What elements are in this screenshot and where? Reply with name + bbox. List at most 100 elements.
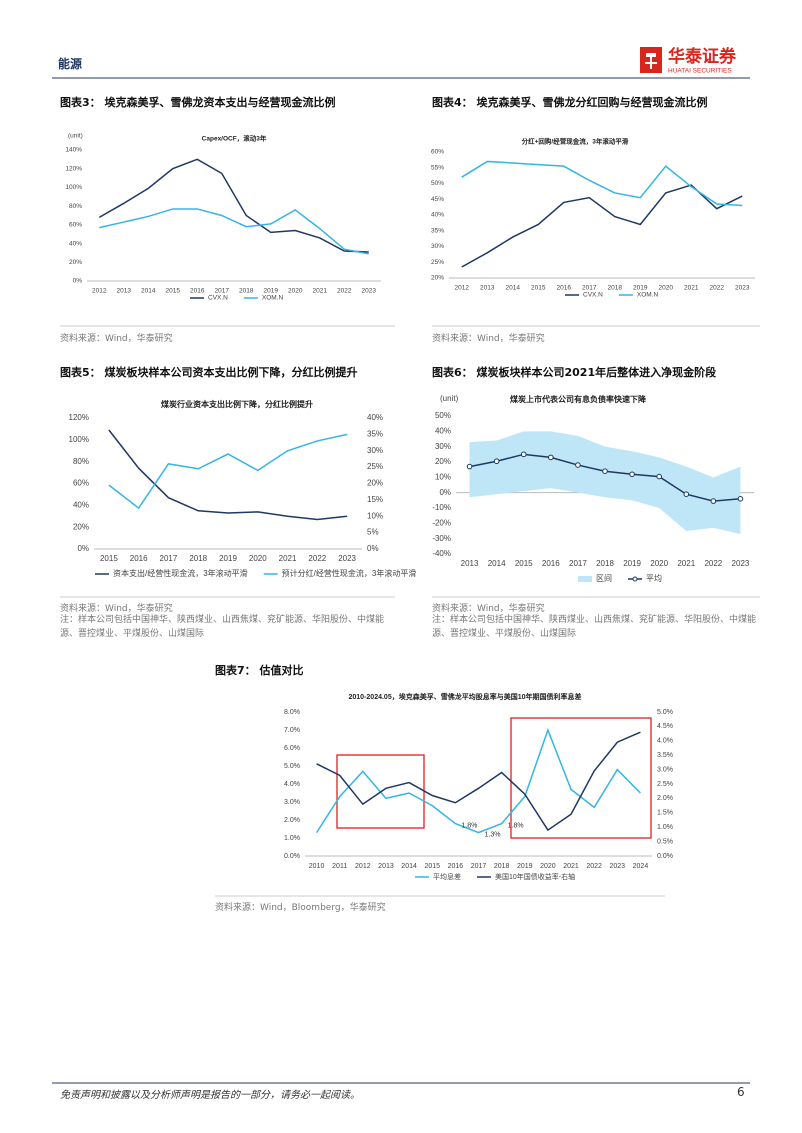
y-tick-label: 5.0% [284,763,300,770]
y2-tick-label: 3.0% [657,766,673,773]
y2-tick-label: 0.0% [657,853,673,860]
marker [656,473,662,480]
x-tick-label: 2017 [160,554,178,563]
marker [683,491,690,498]
y2-tick-label: 20% [367,479,383,488]
x-tick-label: 2017 [471,863,487,870]
x-tick-label: 2022 [337,288,352,295]
y-tick-label: 0% [439,488,451,497]
x-tick-label: 2012 [92,288,107,295]
y2-tick-label: 25% [367,462,383,471]
x-tick-label: 2015 [166,288,181,295]
caption: 图表5： 煤炭板块样本公司资本支出比例下降，分红比例提升 [60,366,358,379]
x-tick-label: 2016 [542,559,560,568]
logo-cn: 华泰证券 [668,46,737,67]
y-tick-label: 0.0% [284,853,300,860]
y-tick-label: 25% [431,259,444,266]
section: 能源 [58,57,83,71]
x-tick-label: 2016 [557,285,572,292]
x-tick-label: 2010 [309,863,325,870]
x-tick-label: 2022 [710,285,725,292]
y2-tick-label: 35% [367,429,383,438]
y-tick-label: -20% [432,518,451,527]
x-tick-label: 2021 [563,863,579,870]
x-tick-label: 2020 [659,285,674,292]
x-tick-label: 2016 [130,554,148,563]
x-tick-label: 2011 [332,863,347,870]
line [461,160,743,207]
band-area [469,431,741,535]
legend-label: XOM.N [262,295,284,302]
x-tick-label: 2015 [100,554,118,563]
marker [575,462,581,468]
y2-tick-label: 1.5% [657,810,673,817]
x-tick-label: 2015 [531,285,546,292]
y-tick-label: 80% [69,203,82,210]
x-tick-label: 2021 [313,288,328,295]
x-tick-label: 2015 [424,863,440,870]
line [108,433,348,510]
legend-label: XOM.N [637,292,659,299]
line [316,731,641,832]
x-tick-label: 2019 [633,285,648,292]
x-tick-label: 2018 [239,288,254,295]
legend-swatch [578,576,592,582]
y-tick-label: 3.0% [284,799,300,806]
marker [520,451,527,458]
x-tick-label: 2020 [288,288,303,295]
y-tick-label: 7.0% [284,727,300,734]
y-tick-label: 60% [73,479,89,488]
y-tick-label: 6.0% [284,745,300,752]
marker [602,468,608,475]
source: 资料来源：Wind，华泰研究 [432,334,545,344]
y-tick-label: 100% [65,184,82,191]
x-tick-label: 2014 [488,559,506,568]
y2-tick-label: 5% [367,528,379,537]
chart-title: 2010-2024.05，埃克森美孚、雪佛龙平均股息率与美国10年期国债利率息差 [349,692,582,701]
x-tick-label: 2020 [650,559,668,568]
data-label: 1.3% [485,831,501,838]
note: 注：样本公司包括中国神华、陕西煤业、山西焦煤、兖矿能源、华阳股份、中煤能源、晋控… [432,615,757,639]
x-tick-label: 2024 [633,863,649,870]
line [315,727,641,834]
unit-label: (unit) [68,133,83,140]
chart-title: Capex/OCF，滚动3年 [202,134,267,143]
legend-label: 美国10年国债收益率-右轴 [495,872,575,881]
y2-tick-label: 10% [367,511,383,520]
x-tick-label: 2020 [540,863,556,870]
y2-tick-label: 4.5% [657,723,673,730]
legend-label: 平均息差 [433,872,461,881]
x-tick-label: 2023 [338,554,356,563]
disclaimer: 免责声明和披露以及分析师声明是报告的一部分，请务必一起阅读。 [60,1090,360,1101]
data-label: 1.8% [508,822,524,829]
y-tick-label: 4.0% [284,781,300,788]
caption: 图表4： 埃克森美孚、雪佛龙分红回购与经营现金流比例 [432,96,708,109]
marker [737,496,744,502]
caption: 图表7： 估值对比 [215,664,304,677]
legend-marker [632,576,638,582]
y-tick-label: -40% [432,549,451,558]
highlight-box [510,717,652,839]
y-tick-label: 35% [431,227,444,234]
y-tick-label: 80% [73,457,89,466]
legend-label: CVX.N [208,295,228,302]
y2-tick-label: 2.5% [657,781,673,788]
y-tick-label: 2.0% [284,817,300,824]
x-tick-label: 2012 [455,285,470,292]
x-tick-label: 2021 [684,285,699,292]
x-tick-label: 2018 [596,559,614,568]
y-tick-label: 60% [69,222,82,229]
x-tick-label: 2023 [735,285,750,292]
x-tick-label: 2013 [480,285,495,292]
y-tick-label: 40% [73,500,89,509]
y-tick-label: 60% [431,149,444,156]
line [461,184,743,268]
y-tick-label: 30% [431,243,444,250]
y2-tick-label: 2.0% [657,795,673,802]
source: 资料来源：Wind，华泰研究 [432,604,545,614]
y-tick-label: 55% [431,164,444,171]
chart-title: 煤炭行业资本支出比例下降，分红比例提升 [161,399,313,409]
x-tick-label: 2014 [141,288,156,295]
x-tick-label: 2018 [189,554,207,563]
marker [548,454,554,461]
